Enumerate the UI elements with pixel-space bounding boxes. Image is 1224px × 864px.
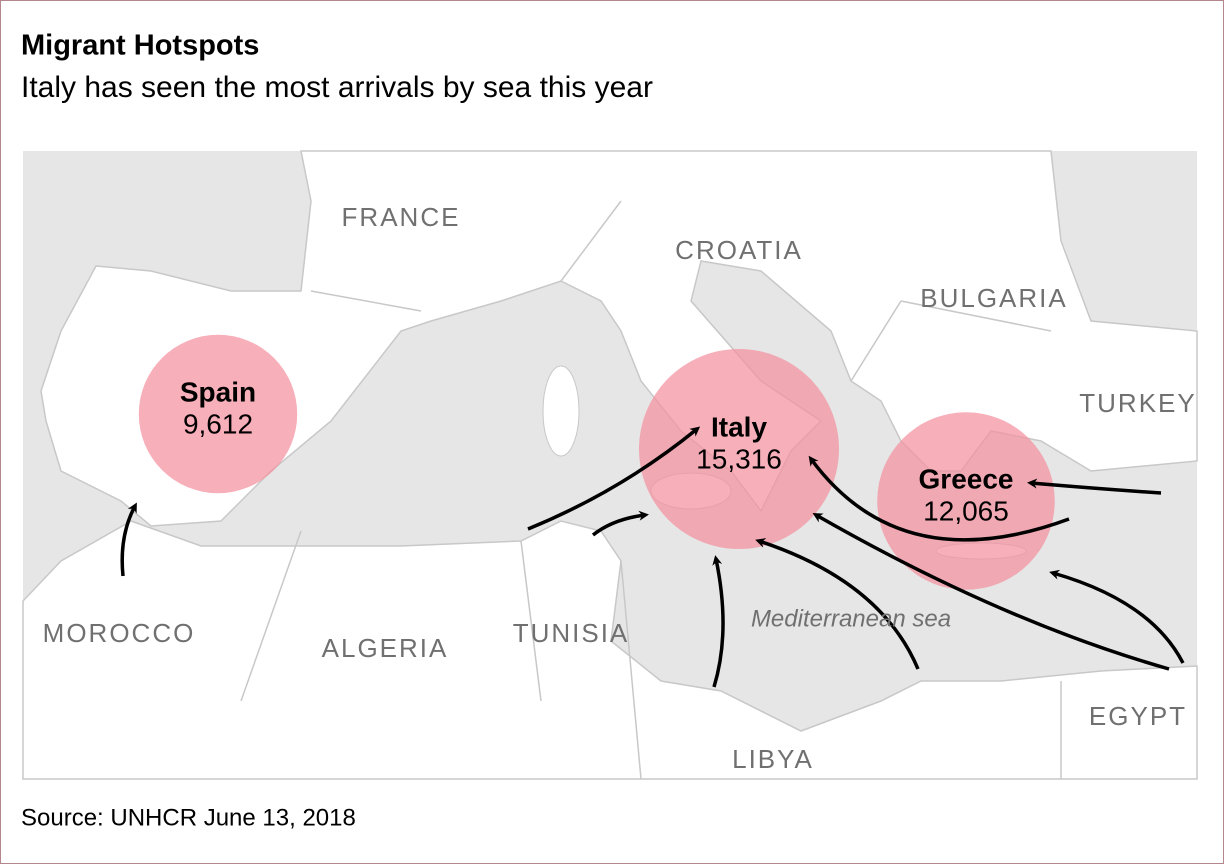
country-label: BULGARIA [920, 283, 1068, 313]
bubble [877, 412, 1055, 590]
bubble [138, 334, 298, 494]
country-label: CROATIA [675, 235, 803, 265]
arrows [120, 426, 1185, 688]
sea-label: Mediterranean sea [751, 605, 951, 632]
hotspot-name: Greece [919, 463, 1014, 494]
country-label: TURKEY [1079, 388, 1196, 418]
source: Source: UNHCR June 13, 2018 [21, 804, 356, 831]
bubble [639, 349, 839, 549]
country-label: ALGERIA [322, 633, 449, 663]
subtitle: Italy has seen the most arrivals by sea … [21, 71, 653, 104]
hotspot-value: 15,316 [696, 443, 782, 474]
hotspot-name: Spain [180, 376, 256, 407]
hotspot-value: 12,065 [923, 495, 1009, 526]
country-label: TUNISIA [513, 618, 630, 648]
country-label: FRANCE [342, 202, 461, 232]
country-label: EGYPT [1089, 701, 1187, 731]
hotspot-name: Italy [711, 411, 767, 442]
country-label: MOROCCO [43, 618, 196, 648]
title: Migrant Hotspots [21, 30, 259, 62]
country-label: LIBYA [732, 744, 814, 774]
hotspot-value: 9,612 [183, 408, 253, 439]
